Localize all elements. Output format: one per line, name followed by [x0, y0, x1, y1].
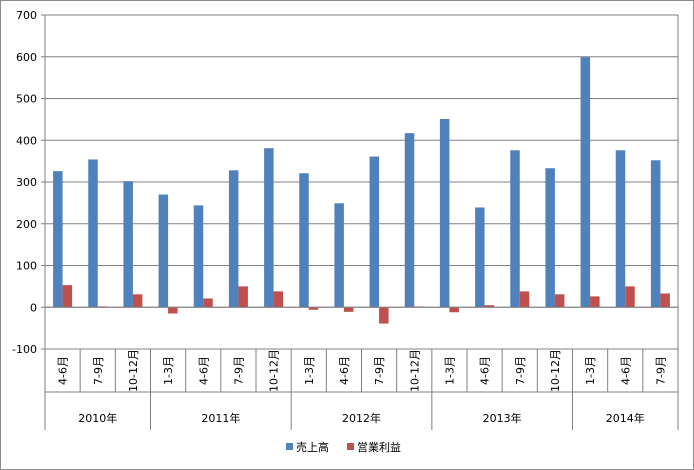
- x-tick-label: 4-6月: [479, 356, 492, 385]
- x-tick-label: 4-6月: [619, 356, 632, 385]
- operating-profit-bar: [343, 307, 354, 312]
- operating-profit-bar: [132, 294, 143, 308]
- legend: 売上高 営業利益: [286, 440, 401, 454]
- y-tick-label: 700: [16, 9, 37, 22]
- operating-profit-bar: [660, 293, 670, 308]
- operating-profit-bar: [238, 286, 248, 308]
- x-tick-label: 1-3月: [303, 356, 316, 385]
- revenue-bar: [545, 168, 555, 308]
- bars: [53, 57, 670, 324]
- operating-profit-bar: [554, 294, 565, 308]
- revenue-bar: [228, 170, 239, 308]
- x-group-label: 2012年: [342, 411, 381, 425]
- x-tick-label: 4-6月: [338, 356, 351, 385]
- y-tick-label: 600: [16, 51, 37, 64]
- x-tick-label: 7-9月: [654, 356, 667, 385]
- x-tick-label: 1-3月: [162, 356, 175, 385]
- revenue-bar: [650, 160, 661, 308]
- y-tick-label: -100: [12, 343, 37, 356]
- x-group-label: 2013年: [483, 411, 522, 425]
- operating-profit-bar: [308, 307, 319, 310]
- revenue-bar: [123, 181, 133, 308]
- operating-profit-bar: [449, 307, 459, 313]
- revenue-bar: [53, 171, 63, 308]
- revenue-bar: [475, 207, 485, 308]
- revenue-bar: [264, 148, 274, 308]
- x-group-label: 2011年: [201, 411, 240, 425]
- revenue-bar: [404, 133, 415, 308]
- operating-profit-bar: [519, 291, 530, 308]
- y-tick-label: 400: [16, 134, 37, 147]
- y-tick-label: 0: [30, 301, 37, 314]
- x-tick-label: 10-12月: [408, 349, 421, 392]
- x-group-label: 2014年: [606, 411, 645, 425]
- x-tick-label: 4-6月: [57, 356, 70, 385]
- operating-profit-bar: [273, 291, 284, 308]
- x-tick-label: 7-9月: [373, 356, 386, 385]
- operating-profit-bar: [203, 298, 213, 308]
- revenue-bar: [158, 194, 169, 308]
- revenue-bar: [510, 150, 520, 308]
- x-tick-label: 10-12月: [268, 349, 281, 392]
- revenue-bar: [88, 159, 98, 308]
- revenue-bar: [193, 205, 204, 308]
- legend-swatch: [286, 443, 293, 450]
- revenue-bar: [615, 150, 626, 308]
- x-tick-label: 7-9月: [514, 356, 527, 385]
- y-axis: -100 0 100 200 300 400 500 600 700: [12, 9, 45, 356]
- legend-swatch: [347, 443, 354, 450]
- x-tick-label: 4-6月: [197, 356, 210, 385]
- revenue-bar: [299, 173, 309, 308]
- y-tick-label: 300: [16, 176, 37, 189]
- revenue-bar: [439, 118, 450, 308]
- y-tick-label: 100: [16, 260, 37, 273]
- revenue-bar: [580, 57, 591, 308]
- operating-profit-bar: [379, 307, 389, 324]
- x-tick-label: 7-9月: [92, 356, 105, 385]
- x-axis: 4-6月 7-9月 10-12月 2010年 1-3月 4-6月 7-9月 10-12月 201…: [44, 306, 679, 430]
- operating-profit-bar: [590, 296, 600, 308]
- operating-profit-bar: [484, 305, 495, 308]
- x-tick-label: 10-12月: [127, 349, 140, 392]
- operating-profit-bar: [625, 286, 635, 308]
- legend-label: 売上高: [296, 440, 329, 454]
- x-tick-label: 1-3月: [443, 356, 456, 385]
- y-tick-label: 200: [16, 218, 37, 231]
- x-tick-label: 1-3月: [584, 356, 597, 385]
- x-group-label: 2010年: [78, 411, 117, 425]
- legend-label: 営業利益: [357, 440, 401, 454]
- operating-profit-bar: [168, 307, 178, 314]
- operating-profit-bar: [62, 285, 73, 308]
- x-tick-label: 10-12月: [549, 349, 562, 392]
- y-tick-label: 500: [16, 93, 37, 106]
- revenue-bar: [369, 156, 380, 308]
- x-tick-label: 7-9月: [232, 356, 245, 385]
- revenue-bar: [334, 203, 344, 308]
